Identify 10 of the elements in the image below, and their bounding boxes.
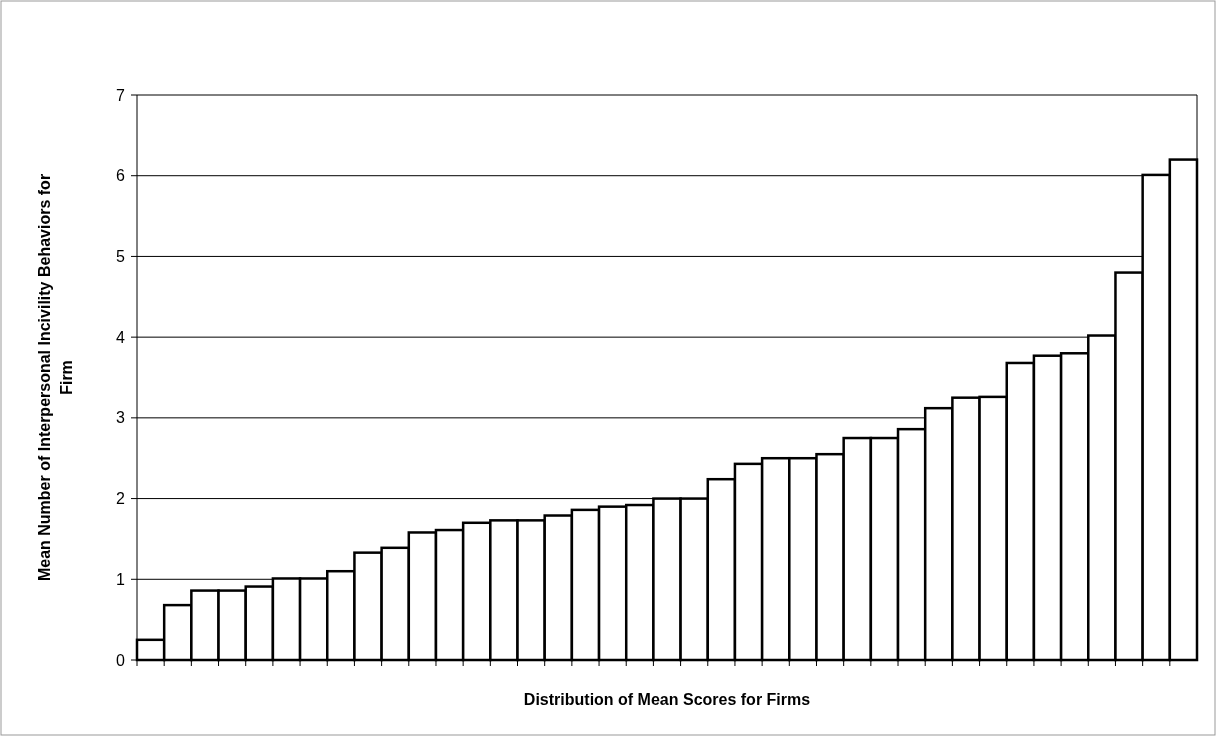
y-tick-label: 2 [116,490,126,508]
y-tick-label: 4 [116,328,126,346]
x-axis-title: Distribution of Mean Scores for Firms [523,691,811,708]
y-axis-title: Mean Number of Interpersonal Incivility Behaviors for Firm [36,173,75,582]
y-tick-label: 7 [116,86,126,104]
y-tick-label: 0 [116,651,126,669]
y-tick-label: 3 [116,409,126,427]
y-tick-label: 1 [116,570,126,588]
y-tick-label: 6 [116,167,126,185]
y-tick-label: 5 [116,248,126,266]
